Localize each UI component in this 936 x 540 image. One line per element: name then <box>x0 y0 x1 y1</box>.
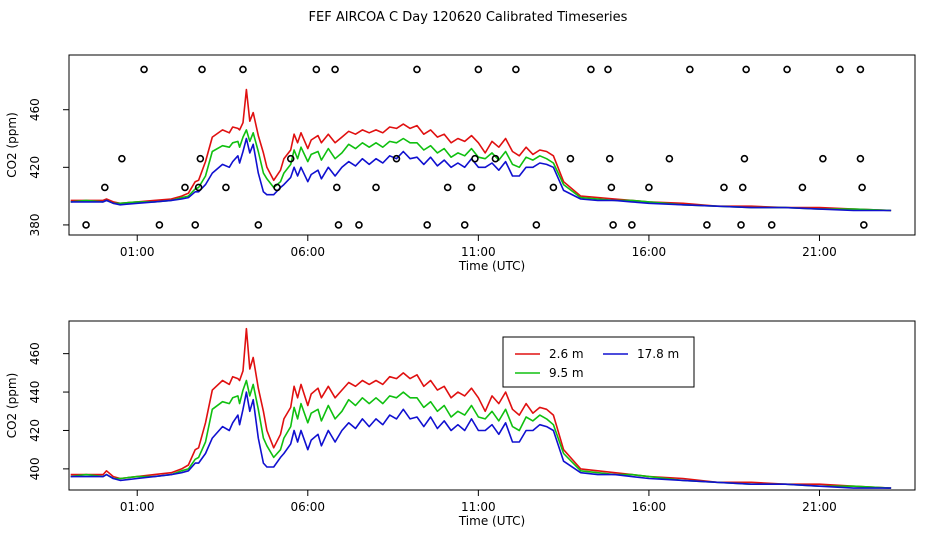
data-point <box>742 65 750 74</box>
data-point <box>355 221 363 229</box>
data-point <box>605 154 614 163</box>
data-point <box>491 154 500 163</box>
data-point <box>856 65 865 74</box>
figure-title: FEF AIRCOA C Day 120620 Calibrated Times… <box>308 10 628 25</box>
data-point <box>665 154 674 163</box>
data-point <box>155 221 164 229</box>
data-point <box>460 221 469 229</box>
data-point <box>332 183 341 192</box>
x-tick-label: 16:00 <box>632 500 667 514</box>
data-point <box>686 65 694 74</box>
data-point <box>334 221 343 229</box>
data-point <box>819 154 827 163</box>
data-point <box>312 65 321 74</box>
data-point <box>474 65 483 74</box>
data-point <box>239 65 247 74</box>
data-point <box>331 65 339 74</box>
x-tick-label: 16:00 <box>632 245 667 259</box>
data-point <box>783 65 791 74</box>
legend-label-series-2-6m: 2.6 m <box>549 347 584 361</box>
x-tick-label: 06:00 <box>290 245 325 259</box>
data-point <box>767 221 776 229</box>
data-point <box>140 65 148 74</box>
plot-frame <box>68 54 916 236</box>
data-point <box>587 65 595 74</box>
data-point <box>254 221 263 229</box>
data-point <box>101 183 109 192</box>
y-tick-label: 380 <box>28 213 42 236</box>
panel-1: 01:00 06:00 11:00 16:00 21:00 380 420 460 Time (… <box>5 54 916 273</box>
data-point <box>181 183 189 192</box>
data-point <box>720 183 728 192</box>
data-point <box>392 154 401 163</box>
data-point <box>194 183 203 192</box>
data-point <box>738 183 747 192</box>
x-tick-label: 01:00 <box>120 500 155 514</box>
data-point <box>858 183 866 192</box>
y-tick-label: 400 <box>28 457 42 480</box>
data-point <box>566 154 575 163</box>
data-point <box>703 221 711 229</box>
legend-label-series-9-5m: 9.5 m <box>549 366 584 380</box>
data-point <box>222 183 230 192</box>
x-tick-label: 11:00 <box>461 245 496 259</box>
data-point <box>413 65 421 74</box>
data-point <box>532 221 541 229</box>
y-axis-label: CO2 (ppm) <box>5 373 19 439</box>
data-point <box>798 183 807 192</box>
data-point <box>645 183 653 192</box>
data-point <box>191 221 200 229</box>
data-point <box>607 183 616 192</box>
data-point <box>372 183 380 192</box>
data-point <box>467 183 476 192</box>
data-point <box>273 183 281 192</box>
y-axis-label: CO2 (ppm) <box>5 112 19 178</box>
x-tick-label: 11:00 <box>461 500 496 514</box>
y-tick-label: 460 <box>28 98 42 121</box>
data-point <box>512 65 520 74</box>
data-point <box>836 65 844 74</box>
plot-frame <box>68 320 916 491</box>
series-9-5m-line <box>70 379 892 489</box>
x-tick-label: 01:00 <box>120 245 155 259</box>
series-17-8m-line <box>70 391 892 489</box>
legend-label-series-17-8m: 17.8 m <box>637 347 679 361</box>
x-tick-label: 06:00 <box>290 500 325 514</box>
data-point <box>471 154 479 163</box>
y-tick-label: 420 <box>28 419 42 442</box>
legend-box <box>502 336 695 388</box>
legend: 2.6 m 17.8 m 9.5 m <box>502 336 695 388</box>
data-point <box>604 65 612 74</box>
data-point <box>198 65 206 74</box>
x-axis-label: Time (UTC) <box>458 514 525 528</box>
x-tick-label: 21:00 <box>802 245 837 259</box>
data-point <box>549 183 558 192</box>
x-axis-label: Time (UTC) <box>458 259 525 273</box>
y-tick-label: 440 <box>28 381 42 404</box>
series-2-6m-line <box>70 88 892 212</box>
data-point <box>443 183 452 192</box>
series-9-5m-line <box>70 129 892 212</box>
x-tick-label: 21:00 <box>802 500 837 514</box>
data-point <box>196 154 205 163</box>
data-point <box>609 221 617 229</box>
y-tick-label: 460 <box>28 342 42 365</box>
data-point <box>423 221 431 229</box>
data-point <box>82 221 90 229</box>
data-point <box>740 154 749 163</box>
data-point <box>860 221 868 229</box>
data-point <box>628 221 636 229</box>
data-point <box>286 154 295 163</box>
data-point <box>737 221 745 229</box>
panel-2: 01:00 06:00 11:00 16:00 21:00 400 420 440 460 Tim… <box>5 320 916 528</box>
series-2-6m-line <box>70 327 892 489</box>
series-17-8m-line <box>70 137 892 212</box>
data-point <box>118 154 126 163</box>
y-tick-label: 420 <box>28 156 42 179</box>
data-point <box>856 154 865 163</box>
